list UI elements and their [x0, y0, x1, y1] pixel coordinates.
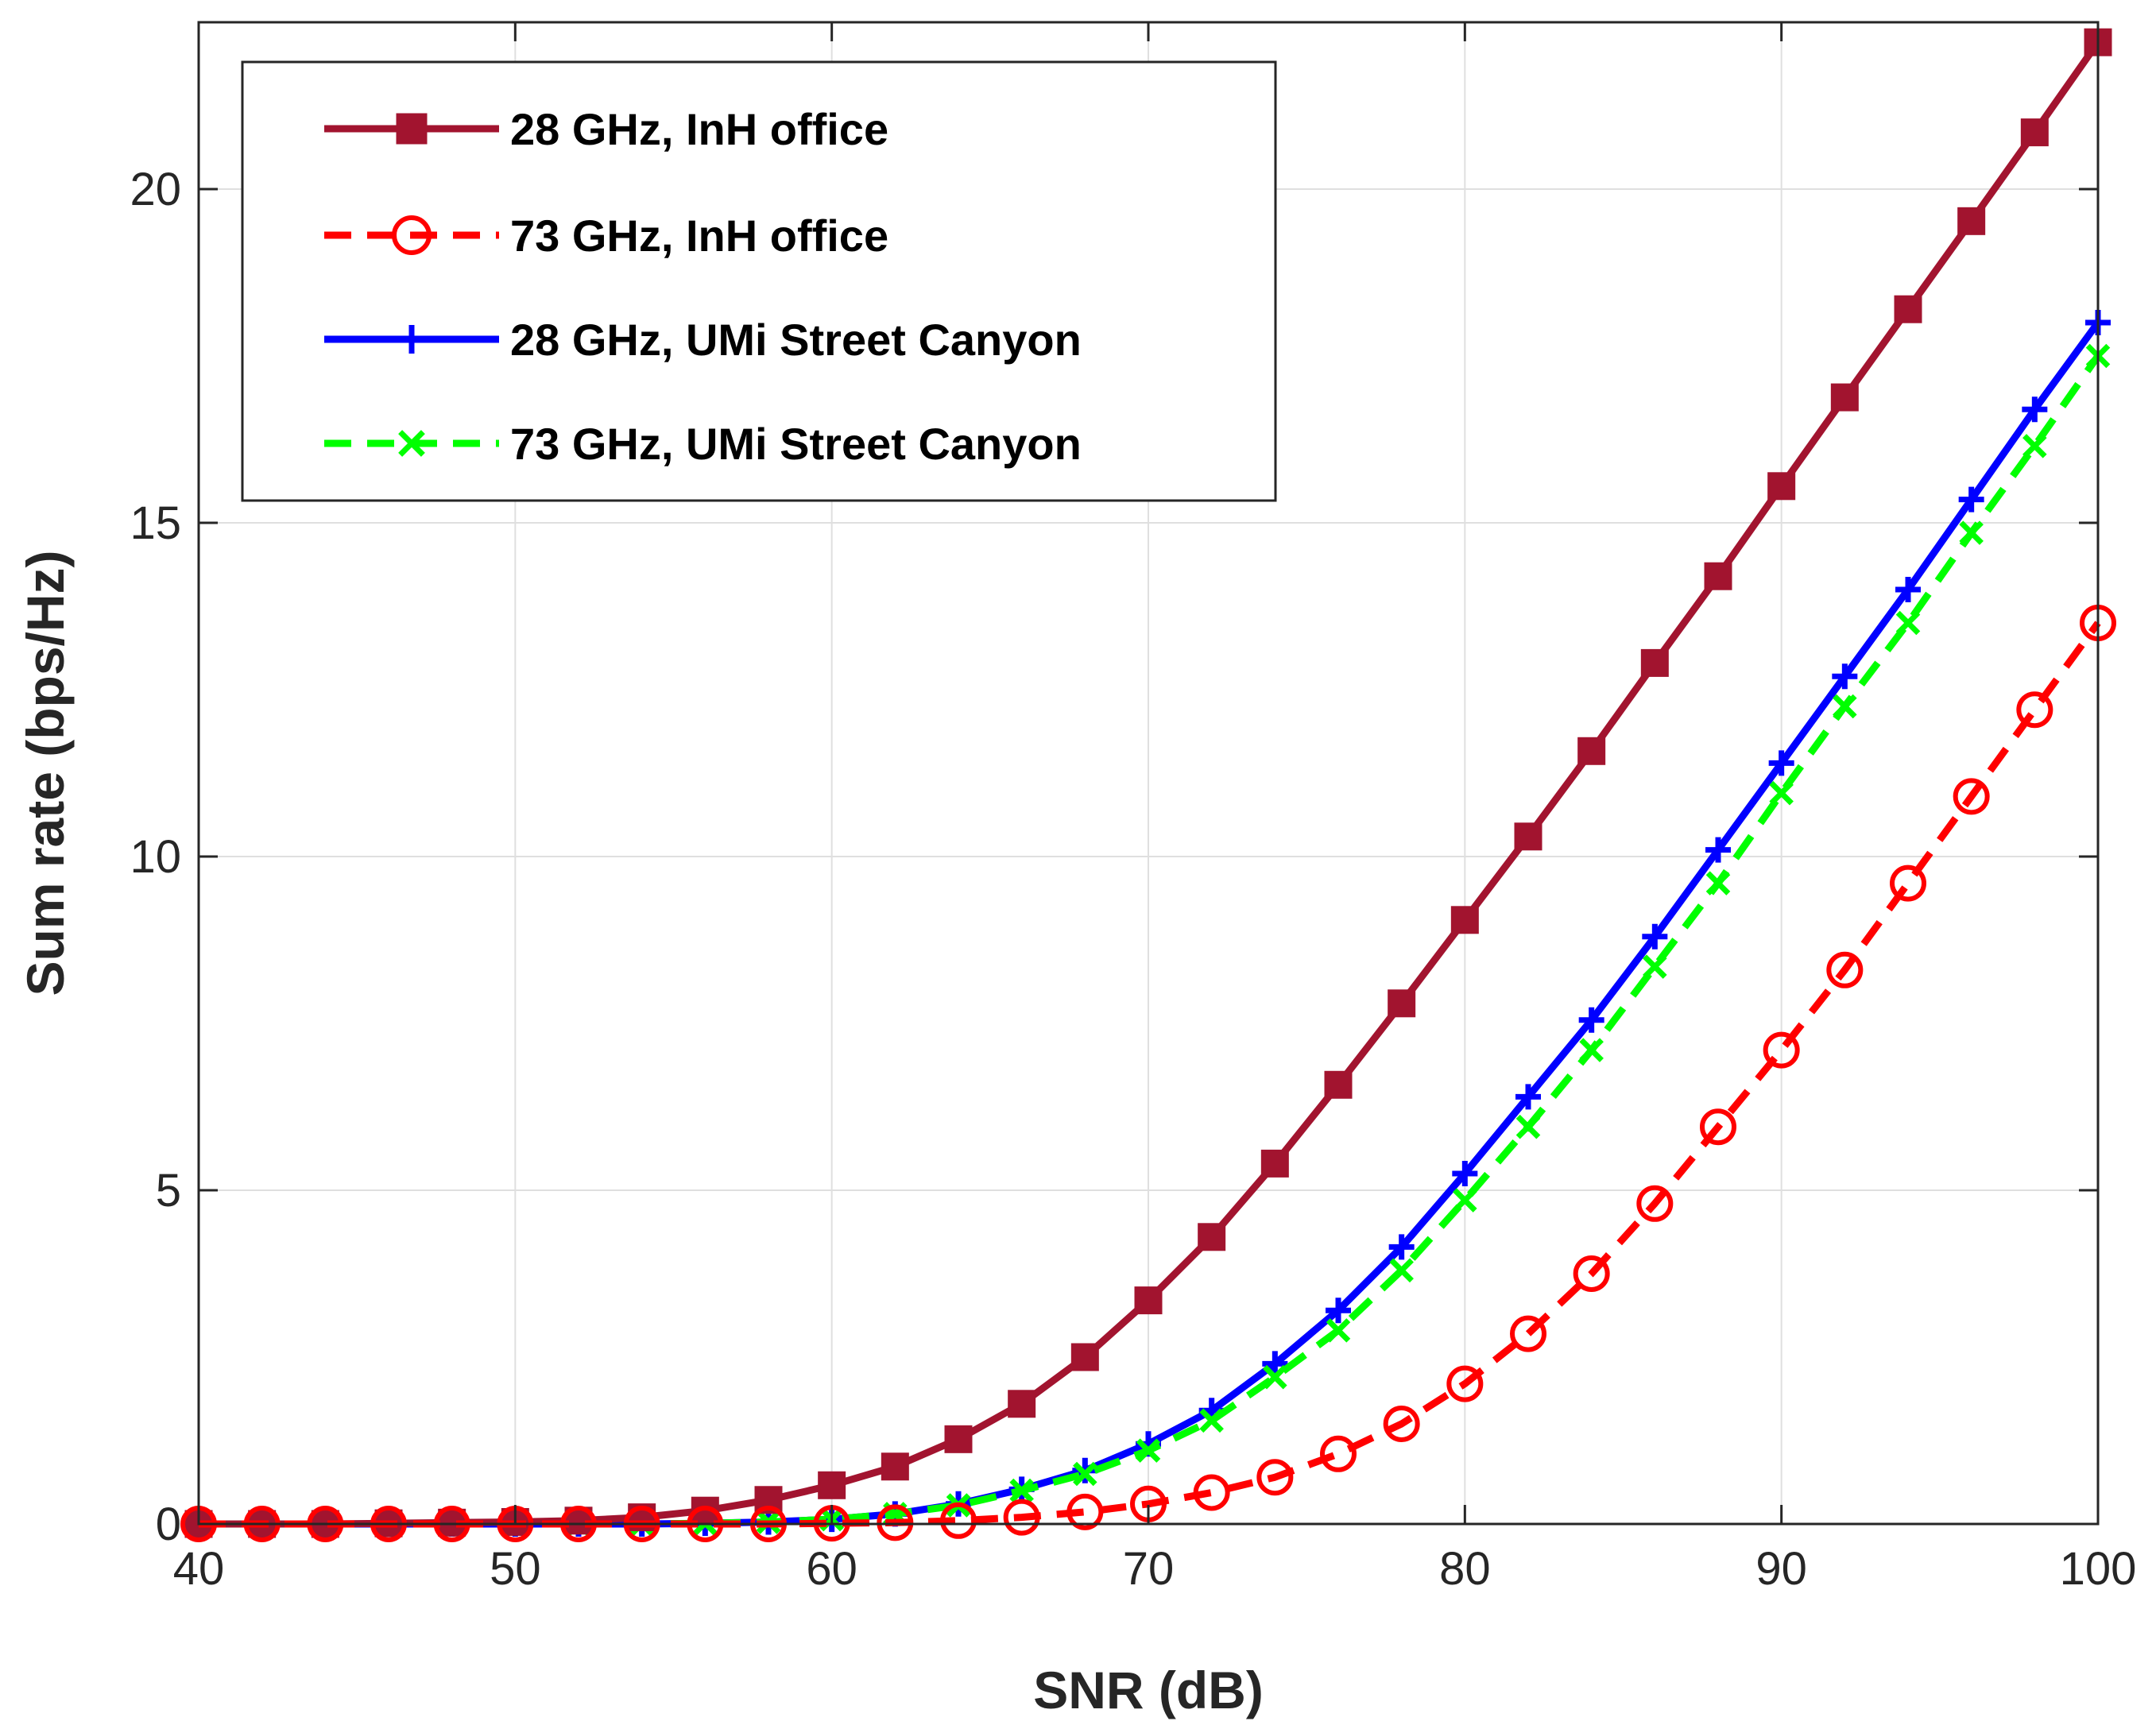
data-point-plus: [1642, 923, 1668, 950]
data-point-x: [1833, 694, 1857, 719]
data-point-plus: [1705, 837, 1731, 863]
x-tick-label: 90: [1755, 1543, 1807, 1595]
data-point-square: [1388, 989, 1416, 1018]
data-point-square: [1514, 822, 1542, 851]
data-point-square: [1134, 1286, 1163, 1315]
data-point-x: [1389, 1258, 1414, 1283]
data-point-square: [1957, 207, 1986, 235]
data-point-plus: [1895, 577, 1921, 602]
data-point-circle: [1066, 1493, 1104, 1530]
data-point-x: [1073, 1461, 1097, 1487]
data-point-plus: [1388, 1234, 1415, 1260]
data-point-circle: [1763, 1031, 1800, 1069]
data-point-circle: [940, 1502, 977, 1539]
x-tick-label: 40: [173, 1543, 225, 1595]
data-point-square: [1324, 1070, 1353, 1099]
data-point-plus: [1326, 1298, 1351, 1324]
data-point-x: [1009, 1478, 1034, 1503]
data-point-square: [1008, 1390, 1036, 1418]
data-point-square: [1450, 906, 1479, 934]
x-tick-label: 80: [1439, 1543, 1491, 1595]
legend-label: 28 GHz, InH office: [510, 104, 888, 154]
data-point-plus: [1832, 663, 1858, 690]
data-point-circle: [2016, 691, 2053, 729]
data-point-square: [1260, 1149, 1289, 1178]
data-point-circle: [1383, 1406, 1420, 1442]
legend-item: 73 GHz, InH office: [324, 211, 888, 261]
data-point-square: [1894, 295, 1922, 323]
data-point-circle: [1003, 1499, 1040, 1536]
data-point-x: [1959, 520, 1984, 545]
axis-ticks: 40 50 60 70 80 90 100 0 5 10 15 20: [130, 22, 2136, 1595]
legend-label: 73 GHz, UMi Street Canyon: [510, 419, 1082, 469]
y-tick-label: 0: [156, 1499, 181, 1550]
data-point-square: [1830, 383, 1859, 412]
x-axis-label: SNR (dB): [1033, 1661, 1264, 1719]
data-point-square: [881, 1452, 909, 1481]
data-point-x: [1515, 1114, 1541, 1139]
data-point-plus: [1515, 1084, 1541, 1110]
data-point-circle: [1953, 778, 1990, 815]
data-point-x: [1769, 780, 1794, 806]
legend: 28 GHz, InH office 73 GHz, InH office 28 G…: [241, 60, 1277, 502]
data-point-x: [1263, 1364, 1287, 1390]
y-tick-label: 15: [130, 497, 181, 549]
data-point-plus: [397, 325, 426, 354]
data-point-plus: [1452, 1161, 1478, 1186]
data-point-circle: [1573, 1255, 1610, 1292]
data-point-square: [2020, 118, 2049, 147]
data-point-circle: [1320, 1435, 1357, 1472]
legend-item: 28 GHz, UMi Street Canyon: [324, 315, 1082, 365]
data-point-square: [1070, 1343, 1099, 1371]
data-point-x: [1136, 1438, 1161, 1463]
data-point-x: [1453, 1188, 1477, 1213]
data-point-x: [1895, 610, 1921, 636]
data-point-circle: [392, 215, 432, 255]
legend-item: 73 GHz, UMi Street Canyon: [324, 419, 1082, 469]
legend-label: 28 GHz, UMi Street Canyon: [510, 315, 1082, 365]
legend-item: 28 GHz, InH office: [324, 104, 888, 154]
data-point-x: [1579, 1038, 1604, 1062]
data-point-square: [818, 1471, 846, 1499]
data-point-circle: [877, 1504, 914, 1541]
data-point-circle: [1890, 864, 1926, 902]
data-point-x: [1643, 954, 1667, 979]
data-point-x: [1199, 1408, 1224, 1433]
y-tick-label: 20: [130, 164, 181, 215]
legend-label: 73 GHz, InH office: [510, 211, 888, 261]
data-point-square: [1198, 1223, 1226, 1251]
data-point-square: [1767, 472, 1796, 501]
data-point-circle: [1446, 1365, 1484, 1402]
data-point-circle: [1700, 1108, 1736, 1146]
data-point-x: [1705, 871, 1731, 895]
data-point-circle: [1826, 951, 1864, 988]
x-tick-label: 50: [490, 1543, 541, 1595]
data-point-square: [396, 113, 428, 145]
data-point-square: [1704, 562, 1732, 590]
data-point-square: [944, 1425, 973, 1453]
data-point-circle: [1193, 1474, 1230, 1511]
x-tick-label: 100: [2060, 1543, 2137, 1595]
data-point-x: [398, 430, 425, 457]
data-point-circle: [1256, 1459, 1294, 1496]
data-point-plus: [1262, 1351, 1288, 1377]
data-point-plus: [2022, 396, 2048, 423]
data-point-square: [1577, 737, 1606, 765]
y-axis-label: Sum rate (bps/Hz): [16, 550, 75, 996]
data-point-x: [2022, 434, 2047, 458]
y-tick-label: 5: [156, 1165, 181, 1216]
data-point-circle: [1510, 1315, 1546, 1352]
x-tick-label: 70: [1123, 1543, 1175, 1595]
data-point-plus: [1578, 1007, 1604, 1033]
data-point-x: [1326, 1318, 1351, 1343]
y-tick-label: 10: [130, 831, 181, 883]
data-point-plus: [1958, 486, 1984, 512]
data-point-plus: [1768, 750, 1794, 776]
x-tick-label: 60: [806, 1543, 857, 1595]
data-point-circle: [1636, 1185, 1674, 1222]
data-point-square: [1640, 648, 1669, 677]
